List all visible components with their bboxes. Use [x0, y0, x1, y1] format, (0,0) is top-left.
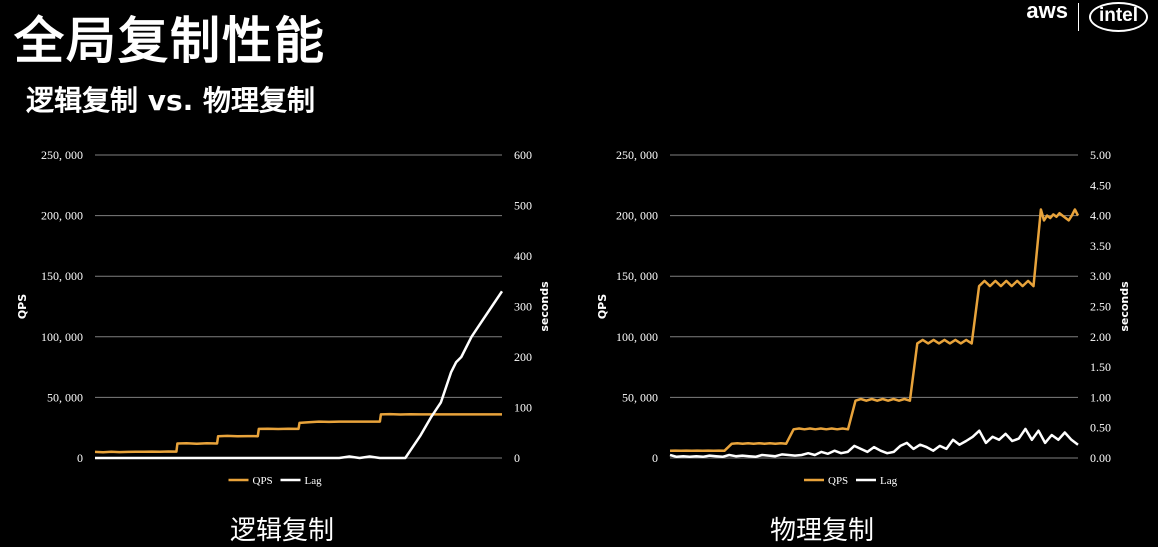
slide-subtitle: 逻辑复制 vs. 物理复制 — [26, 84, 316, 117]
y-tick-label: 200, 000 — [41, 209, 83, 223]
y2-tick-label: 0.00 — [1090, 451, 1111, 465]
y-tick-label: 100, 000 — [616, 330, 658, 344]
y-tick-label: 50, 000 — [622, 390, 658, 404]
y2-tick-label: 500 — [514, 199, 532, 213]
y2-tick-label: 100 — [514, 401, 532, 415]
y2-tick-label: 1.00 — [1090, 390, 1111, 404]
y2-tick-label: 3.50 — [1090, 239, 1111, 253]
logical-replication-chart: 0 50, 000 100, 000 150, 000 200, 000 250, 000… — [16, 148, 551, 487]
y2-tick-label: 0 — [514, 451, 520, 465]
y2-tick-label: 4.00 — [1090, 209, 1111, 223]
y2-tick-label: 0.50 — [1090, 421, 1111, 435]
y2-tick-label: 2.00 — [1090, 330, 1111, 344]
lag-line — [669, 427, 1079, 459]
legend-qps-label: QPS — [253, 475, 273, 487]
legend-qps-label: QPS — [828, 475, 848, 487]
aws-logo: aws — [1026, 0, 1068, 23]
legend-lag-label: Lag — [880, 475, 898, 487]
qps-line — [669, 208, 1080, 453]
y2-tick-label: 4.50 — [1090, 178, 1111, 192]
logical-replication-caption: 逻辑复制 — [230, 516, 335, 546]
sponsor-logos: aws intel — [1026, 0, 1148, 34]
y-tick-label: 250, 000 — [41, 148, 83, 162]
y-tick-label: 250, 000 — [616, 148, 658, 162]
y2-tick-label: 300 — [514, 300, 532, 314]
y-tick-label: 0 — [77, 451, 83, 465]
y-tick-label: 200, 000 — [616, 209, 658, 223]
qps-line — [94, 412, 502, 454]
y2-tick-label: 200 — [514, 350, 532, 364]
physical-replication-chart: 0 50, 000 100, 000 150, 000 200, 000 250, 000… — [596, 148, 1131, 487]
y2-tick-label: 400 — [514, 249, 532, 263]
y-tick-label: 150, 000 — [41, 269, 83, 283]
y2-tick-label: 1.50 — [1090, 360, 1111, 374]
lag-line — [95, 290, 504, 460]
y2-tick-label: 600 — [514, 148, 532, 162]
y-tick-label: 100, 000 — [41, 330, 83, 344]
y2-axis-title: seconds — [538, 281, 551, 332]
y-axis-title: QPS — [16, 294, 29, 319]
y2-axis-title: seconds — [1118, 281, 1131, 332]
y2-tick-label: 2.50 — [1090, 300, 1111, 314]
y-tick-label: 150, 000 — [616, 269, 658, 283]
y2-tick-label: 5.00 — [1090, 148, 1111, 162]
legend-lag-label: Lag — [305, 475, 323, 487]
physical-replication-caption: 物理复制 — [770, 516, 875, 546]
intel-logo: intel — [1088, 2, 1148, 32]
slide-title: 全局复制性能 — [14, 12, 326, 70]
y-tick-label: 0 — [652, 451, 658, 465]
y-axis-title: QPS — [596, 294, 609, 319]
logo-divider — [1077, 3, 1079, 31]
y-tick-label: 50, 000 — [47, 390, 83, 404]
y2-tick-label: 3.00 — [1090, 269, 1111, 283]
